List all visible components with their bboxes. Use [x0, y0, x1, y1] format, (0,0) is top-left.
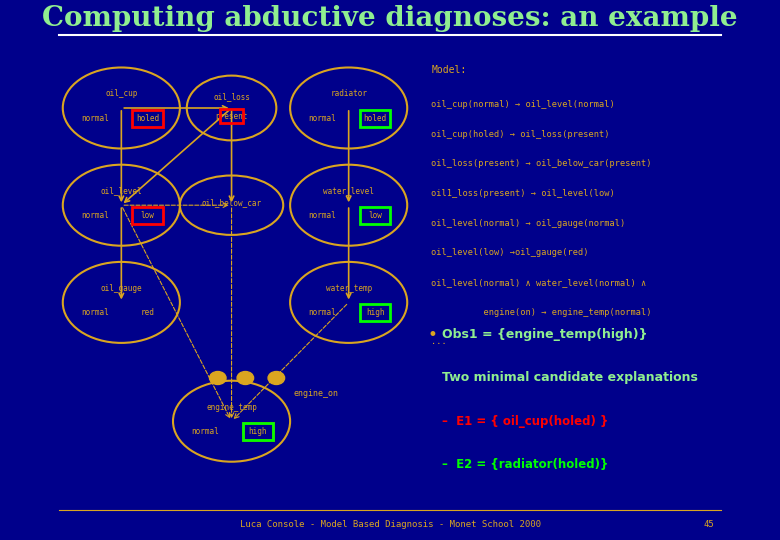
Text: radiator: radiator — [330, 89, 367, 98]
Text: oil_level(normal) → oil_gauge(normal): oil_level(normal) → oil_gauge(normal) — [431, 219, 626, 228]
Text: low: low — [368, 211, 382, 220]
Text: oil_cup(holed) → oil_loss(present): oil_cup(holed) → oil_loss(present) — [431, 130, 610, 139]
Text: high: high — [249, 427, 268, 436]
Text: normal: normal — [81, 211, 109, 220]
Text: oil_cup: oil_cup — [105, 89, 137, 98]
Text: low: low — [140, 211, 154, 220]
Text: ...: ... — [431, 338, 447, 347]
Text: oil_loss(present) → oil_below_car(present): oil_loss(present) → oil_below_car(presen… — [431, 159, 652, 168]
Text: water_temp: water_temp — [325, 284, 372, 293]
Text: normal: normal — [191, 427, 219, 436]
Text: 45: 45 — [703, 521, 714, 529]
Text: holed: holed — [363, 113, 387, 123]
Text: present: present — [215, 112, 248, 120]
Text: Model:: Model: — [431, 65, 466, 75]
Text: holed: holed — [136, 113, 159, 123]
Text: normal: normal — [81, 113, 109, 123]
Text: normal: normal — [308, 113, 336, 123]
Text: Computing abductive diagnoses: an example: Computing abductive diagnoses: an exampl… — [42, 5, 738, 32]
Circle shape — [210, 372, 226, 384]
Text: –  E1 = { oil_cup(holed) }: – E1 = { oil_cup(holed) } — [441, 415, 608, 428]
Text: •: • — [428, 326, 438, 344]
Text: normal: normal — [81, 308, 109, 317]
Text: oil_below_car: oil_below_car — [201, 198, 261, 207]
Text: Obs1 = {engine_temp(high)}: Obs1 = {engine_temp(high)} — [441, 328, 647, 341]
Text: red: red — [140, 308, 154, 317]
Text: Luca Console - Model Based Diagnosis - Monet School 2000: Luca Console - Model Based Diagnosis - M… — [239, 521, 541, 529]
Text: high: high — [366, 308, 385, 317]
Text: oil_level(low) →oil_gauge(red): oil_level(low) →oil_gauge(red) — [431, 248, 589, 258]
Text: engine_on: engine_on — [293, 389, 339, 398]
Circle shape — [268, 372, 285, 384]
Text: Two minimal candidate explanations: Two minimal candidate explanations — [441, 372, 697, 384]
Text: oil1_loss(present) → oil_level(low): oil1_loss(present) → oil_level(low) — [431, 189, 615, 198]
Text: –  E2 = {radiator(holed)}: – E2 = {radiator(holed)} — [441, 458, 608, 471]
Text: water_level: water_level — [323, 186, 374, 195]
Text: engine_temp: engine_temp — [206, 402, 257, 411]
Text: oil_loss: oil_loss — [213, 92, 250, 101]
Text: oil_level(normal) ∧ water_level(normal) ∧: oil_level(normal) ∧ water_level(normal) … — [431, 278, 647, 287]
Text: engine(on) → engine_temp(normal): engine(on) → engine_temp(normal) — [431, 308, 652, 317]
Text: oil_level: oil_level — [101, 186, 142, 195]
Text: normal: normal — [308, 211, 336, 220]
Text: oil_gauge: oil_gauge — [101, 284, 142, 293]
Text: oil_cup(normal) → oil_level(normal): oil_cup(normal) → oil_level(normal) — [431, 100, 615, 109]
Circle shape — [237, 372, 254, 384]
Text: normal: normal — [308, 308, 336, 317]
